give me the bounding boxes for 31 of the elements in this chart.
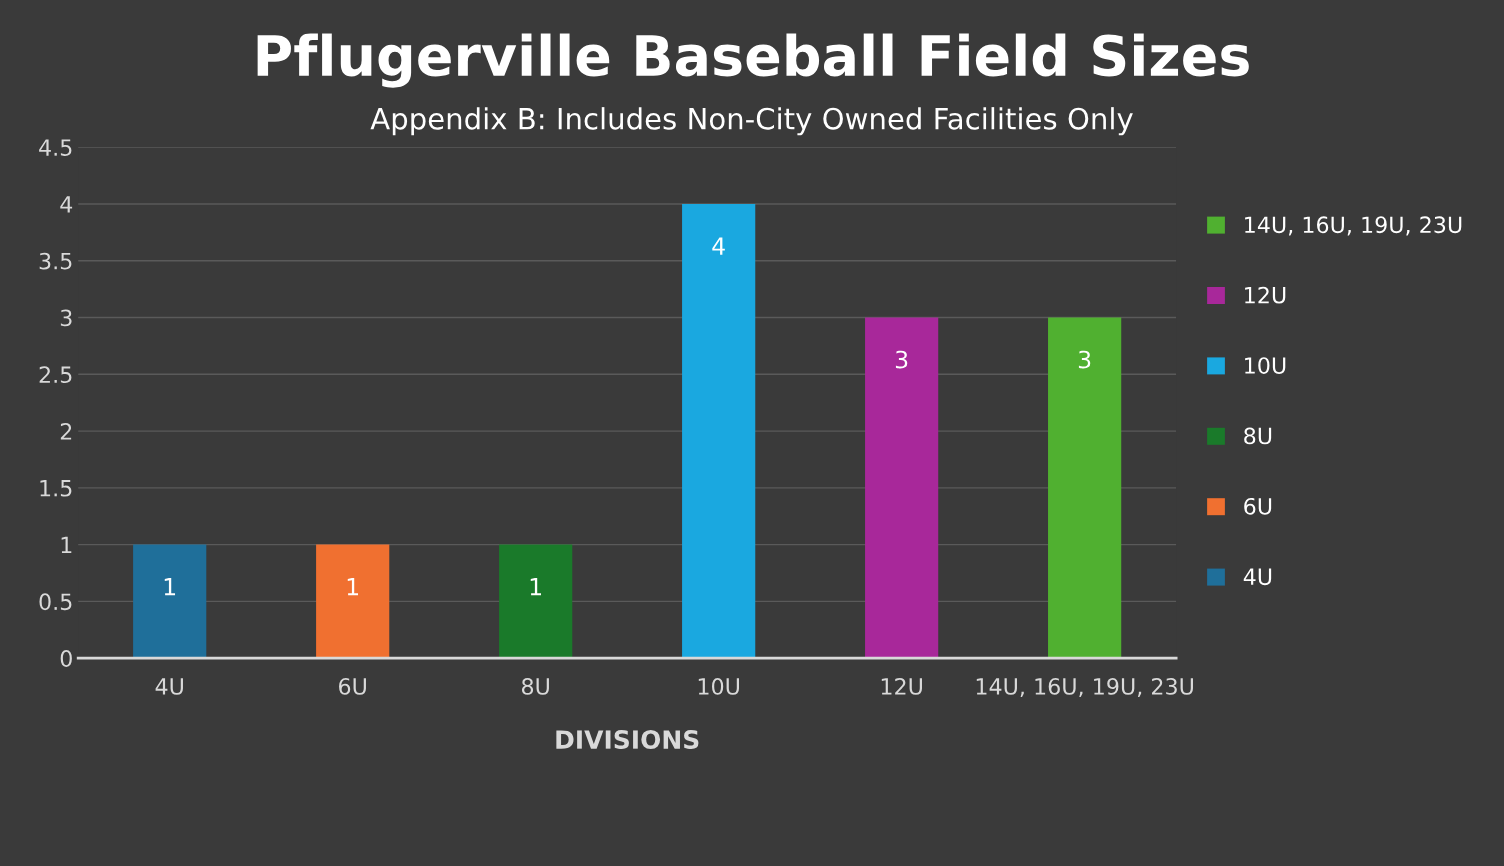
- y-tick-label: 4.5: [39, 139, 72, 156]
- data-label: 1: [347, 578, 359, 596]
- legend-label: 14U, 16U, 19U, 23U: [1245, 216, 1462, 236]
- y-tick-label: 4: [60, 196, 73, 213]
- legend-label: 4U: [1243, 568, 1272, 586]
- x-tick-label: 14U, 16U, 19U, 23U: [976, 678, 1193, 698]
- data-label: 1: [530, 578, 542, 596]
- y-tick-label: 2.5: [39, 366, 72, 384]
- y-tick-label: 3: [60, 309, 72, 327]
- data-label: 4: [712, 237, 725, 255]
- x-tick-label: 10U: [698, 678, 739, 695]
- data-label: 1: [164, 578, 176, 596]
- legend-label: 8U: [1244, 427, 1272, 445]
- data-label: 3: [1078, 350, 1091, 369]
- y-tick-label: 0.5: [39, 593, 72, 611]
- data-label: 3: [895, 350, 908, 369]
- y-tick-label: 1.5: [40, 480, 72, 497]
- x-tick-label: 4U: [155, 678, 183, 695]
- chart-title: Pflugerville Baseball Field Sizes: [257, 33, 1249, 88]
- x-tick-label: 12U: [881, 678, 922, 695]
- x-tick-label: 8U: [521, 678, 549, 695]
- y-tick-label: 0: [60, 650, 72, 667]
- legend-label: 10U: [1245, 357, 1286, 374]
- x-axis-title: DIVISIONS: [556, 730, 699, 750]
- chart-subtitle: Appendix B: Includes Non-City Owned Facilities Only: [370, 107, 1133, 136]
- y-tick-label: 2: [60, 423, 72, 440]
- x-tick-label: 6U: [339, 678, 366, 695]
- legend-label: 6U: [1244, 497, 1272, 515]
- y-tick-label: 3.5: [39, 252, 72, 270]
- y-tick-label: 1: [61, 536, 72, 554]
- legend-label: 12U: [1245, 286, 1286, 304]
